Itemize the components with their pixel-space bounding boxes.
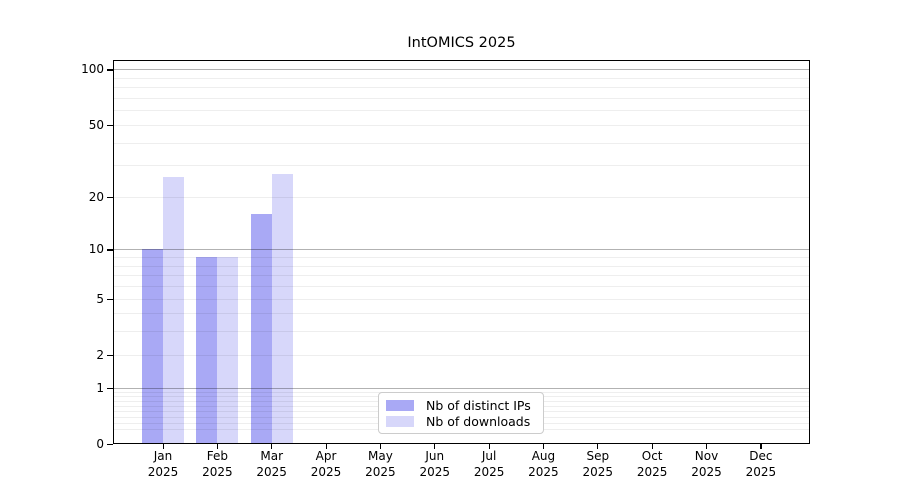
x-tick-month: Jan [153,449,173,463]
x-tick-year: 2025 [691,464,722,479]
x-tick-label: Jan 2025 [133,449,193,480]
x-tick-mark [597,444,599,449]
plot-area [113,60,810,444]
x-tick-month: Oct [641,449,663,463]
bar-distinct-ips-jan [142,249,163,444]
gridline-major [113,69,810,71]
x-tick-month: Feb [206,449,228,463]
legend: Nb of distinct IPs Nb of downloads [378,392,544,434]
x-tick-month: Nov [694,449,719,463]
gridline-minor [113,77,810,79]
gridline-minor [113,275,810,277]
x-tick-mark [706,444,708,449]
y-tick-mark [107,298,113,300]
gridline-minor [113,98,810,100]
x-tick-mark [271,444,273,449]
x-tick-year: 2025 [202,464,233,479]
bar-downloads-feb [217,257,239,444]
x-tick-mark [434,444,436,449]
x-tick-mark [162,444,164,449]
x-tick-mark [760,444,762,449]
x-tick-year: 2025 [582,464,614,479]
gridline-minor [113,313,810,315]
x-tick-year: 2025 [745,464,777,479]
x-tick-label: Jul 2025 [459,449,519,480]
x-tick-mark [542,444,545,449]
x-tick-month: Sep [586,449,610,463]
bar-distinct-ips-mar [250,214,272,444]
gridline-minor [113,124,810,126]
gridline-minor [113,110,810,112]
x-tick-mark [379,444,382,449]
x-tick-year: 2025 [419,464,451,479]
y-tick-label: 1 [96,380,104,395]
y-tick-label: 10 [88,242,104,257]
y-tick-label: 100 [81,62,104,77]
gridline-minor [113,354,810,356]
y-tick-label: 20 [88,189,104,204]
x-tick-mark [488,444,490,449]
legend-swatch-downloads [386,415,414,427]
gridline-minor [113,196,810,198]
gridline-minor [113,87,810,89]
y-tick-mark [107,354,113,357]
x-tick-mark [651,444,653,449]
x-tick-label: Oct 2025 [622,449,682,480]
x-tick-month: Dec [749,449,773,463]
x-tick-label: Aug 2025 [513,449,573,480]
x-tick-label: Nov 2025 [677,449,737,480]
x-tick-label: Mar 2025 [242,449,302,480]
legend-label-downloads: Nb of downloads [426,413,531,429]
y-tick-label: 0 [96,437,104,451]
x-tick-year: 2025 [310,464,342,479]
y-tick-label: 2 [96,347,104,362]
x-tick-year: 2025 [473,464,505,479]
chart-title: IntOMICS 2025 [407,35,516,51]
gridline-minor [113,165,810,167]
x-tick-year: 2025 [365,464,396,479]
x-tick-month: Apr [315,449,337,463]
gridline-minor [113,257,810,259]
gridline-major [113,249,810,251]
y-tick-label: 50 [88,117,104,132]
gridline-minor [113,286,810,288]
gridline-major [113,387,810,389]
x-tick-label: Dec 2025 [731,449,791,480]
y-tick-mark [107,444,113,446]
x-tick-label: Jun 2025 [405,449,465,480]
x-tick-month: May [367,449,393,463]
x-tick-mark [325,444,327,449]
x-tick-label: Feb 2025 [187,449,247,480]
legend-label-distinct-ips: Nb of distinct IPs [426,397,531,413]
gridline-minor [113,331,810,333]
gridline-minor [113,142,810,144]
y-tick-mark [107,124,113,127]
x-tick-month: Jun [425,449,445,463]
x-tick-year: 2025 [528,464,559,479]
bar-distinct-ips-feb [196,257,218,444]
x-tick-mark [216,444,219,449]
bar-downloads-jan [163,176,184,444]
y-tick-mark [107,196,113,199]
x-tick-year: 2025 [147,464,179,479]
legend-item-downloads: Nb of downloads [386,414,535,429]
x-tick-year: 2025 [636,464,668,479]
x-tick-label: Apr 2025 [296,449,356,480]
y-tick-label: 5 [96,291,104,306]
x-tick-label: Sep 2025 [568,449,628,480]
x-tick-month: Mar [260,449,283,463]
gridline-minor [113,265,810,267]
y-tick-mark [107,69,113,71]
x-tick-label: May 2025 [350,449,410,480]
x-tick-month: Jul [481,449,497,463]
x-tick-year: 2025 [256,464,287,479]
bar-downloads-mar [271,173,293,444]
y-tick-mark [107,249,113,251]
y-tick-mark [107,387,113,389]
gridline-minor [113,298,810,300]
x-tick-month: Aug [531,449,556,463]
legend-swatch-distinct-ips [386,399,414,411]
legend-item-distinct-ips: Nb of distinct IPs [386,398,535,413]
